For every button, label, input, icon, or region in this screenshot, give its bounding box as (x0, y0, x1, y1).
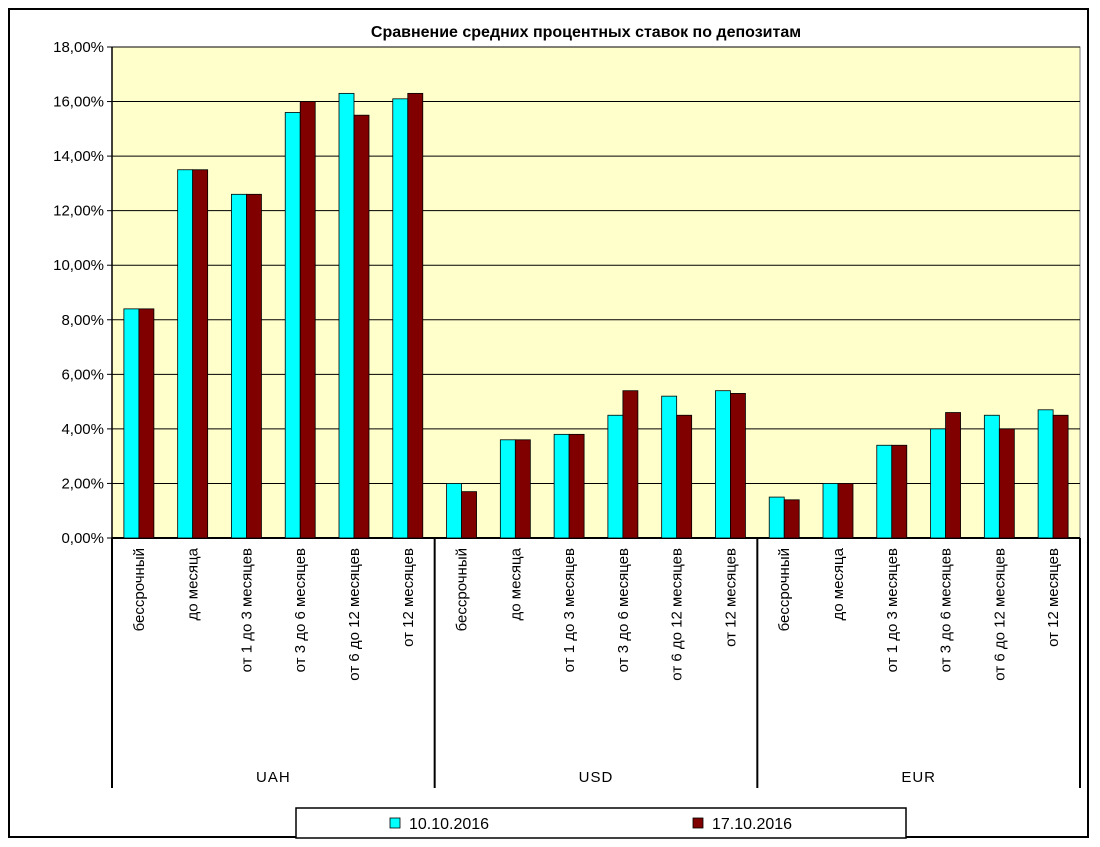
bar-2 (568, 433, 585, 539)
category-label: от 6 до 12 месяцев (346, 548, 363, 681)
bar-1 (1037, 409, 1054, 539)
y-tick-label: 14,00% (53, 148, 104, 165)
category-label: бессрочный (131, 548, 148, 631)
category-label: до месяца (507, 547, 524, 620)
bar-2 (945, 412, 961, 539)
bar-1 (392, 98, 409, 539)
bar-2 (730, 393, 746, 539)
category-label: от 3 до 6 месяцев (938, 548, 955, 672)
bar-1 (930, 428, 946, 539)
bar-2 (461, 491, 477, 539)
y-tick-label: 0,00% (61, 530, 104, 547)
y-tick-label: 2,00% (61, 475, 104, 492)
bar-2 (891, 444, 908, 539)
bar-1 (661, 395, 678, 539)
category-label: до месяца (185, 547, 202, 620)
category-label: от 3 до 6 месяцев (292, 548, 309, 672)
bar-2 (299, 101, 316, 539)
bar-2 (192, 169, 209, 539)
legend-swatch-1 (389, 817, 401, 829)
y-tick-label: 10,00% (53, 257, 104, 274)
bar-2 (998, 428, 1015, 539)
y-tick-label: 12,00% (53, 203, 104, 220)
group-label: UAH (256, 769, 291, 786)
bar-2 (622, 390, 639, 539)
bar-1 (123, 308, 140, 539)
chart-svg: Сравнение средних процентных ставок по д… (53, 24, 1081, 839)
bar-1 (822, 483, 839, 539)
y-tick-label: 16,00% (53, 94, 104, 111)
bar-1 (768, 496, 785, 539)
legend-label-2: 17.10.2016 (712, 816, 792, 833)
category-label: от 3 до 6 месяцев (615, 548, 632, 672)
category-label: бессрочный (776, 548, 793, 631)
chart-frame: Сравнение средних процентных ставок по д… (8, 8, 1089, 839)
category-label: от 1 до 3 месяцев (561, 548, 578, 672)
category-label: от 1 до 3 месяцев (884, 548, 901, 672)
y-tick-label: 8,00% (61, 312, 104, 329)
group-label: USD (579, 769, 614, 786)
bar-1 (983, 414, 1000, 539)
plot-area (111, 46, 1081, 539)
bar-1 (607, 414, 624, 539)
y-tick-label: 18,00% (53, 39, 104, 56)
bar-1 (715, 390, 731, 539)
bar-2 (676, 414, 693, 539)
category-label: от 1 до 3 месяцев (238, 548, 255, 672)
bar-1 (177, 169, 194, 539)
bar-1 (338, 92, 355, 539)
bar-1 (876, 444, 893, 539)
legend (295, 807, 907, 839)
legend-swatch-2 (692, 817, 704, 829)
bar-1 (499, 439, 516, 539)
category-label: от 12 месяцев (722, 548, 739, 647)
legend-label-1: 10.10.2016 (409, 816, 489, 833)
bar-2 (837, 483, 854, 539)
bar-2 (353, 114, 370, 539)
bar-1 (553, 433, 570, 539)
y-tick-label: 4,00% (61, 421, 104, 438)
y-tick-label: 6,00% (61, 366, 104, 383)
bar-2 (407, 92, 424, 539)
category-label: бессрочный (454, 548, 471, 631)
bar-1 (446, 483, 462, 539)
group-label: EUR (901, 769, 936, 786)
bar-2 (246, 193, 262, 539)
category-label: от 6 до 12 месяцев (991, 548, 1008, 681)
bar-1 (284, 112, 301, 539)
category-label: от 12 месяцев (1045, 548, 1062, 647)
bar-1 (231, 193, 247, 539)
category-label: до месяца (830, 547, 847, 620)
category-label: от 12 месяцев (400, 548, 417, 647)
bar-2 (138, 308, 155, 539)
category-label: от 6 до 12 месяцев (669, 548, 686, 681)
bar-2 (1052, 414, 1069, 539)
chart-title: Сравнение средних процентных ставок по д… (371, 24, 801, 41)
bar-2 (514, 439, 531, 539)
bar-2 (783, 499, 800, 539)
